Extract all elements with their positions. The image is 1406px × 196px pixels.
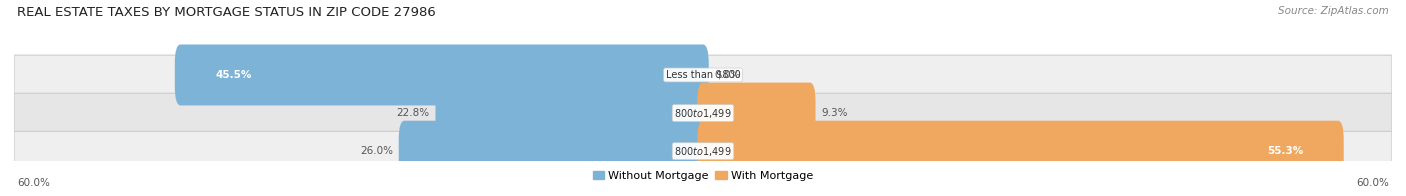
Text: 26.0%: 26.0% [360, 146, 392, 156]
FancyBboxPatch shape [436, 83, 709, 143]
Text: $800 to $1,499: $800 to $1,499 [675, 145, 731, 158]
Text: 9.3%: 9.3% [821, 108, 848, 118]
Text: Source: ZipAtlas.com: Source: ZipAtlas.com [1278, 6, 1389, 16]
FancyBboxPatch shape [697, 121, 1344, 182]
FancyBboxPatch shape [697, 83, 815, 143]
Text: $800 to $1,499: $800 to $1,499 [675, 107, 731, 120]
Text: REAL ESTATE TAXES BY MORTGAGE STATUS IN ZIP CODE 27986: REAL ESTATE TAXES BY MORTGAGE STATUS IN … [17, 6, 436, 19]
Text: 45.5%: 45.5% [215, 70, 252, 80]
Text: Less than $800: Less than $800 [665, 70, 741, 80]
Text: 60.0%: 60.0% [1357, 178, 1389, 188]
Legend: Without Mortgage, With Mortgage: Without Mortgage, With Mortgage [588, 166, 818, 185]
FancyBboxPatch shape [14, 55, 1392, 95]
Text: 0.0%: 0.0% [714, 70, 741, 80]
FancyBboxPatch shape [174, 44, 709, 105]
Text: 55.3%: 55.3% [1267, 146, 1303, 156]
FancyBboxPatch shape [399, 121, 709, 182]
FancyBboxPatch shape [14, 131, 1392, 171]
FancyBboxPatch shape [14, 93, 1392, 133]
Text: 60.0%: 60.0% [17, 178, 49, 188]
Text: 22.8%: 22.8% [396, 108, 430, 118]
